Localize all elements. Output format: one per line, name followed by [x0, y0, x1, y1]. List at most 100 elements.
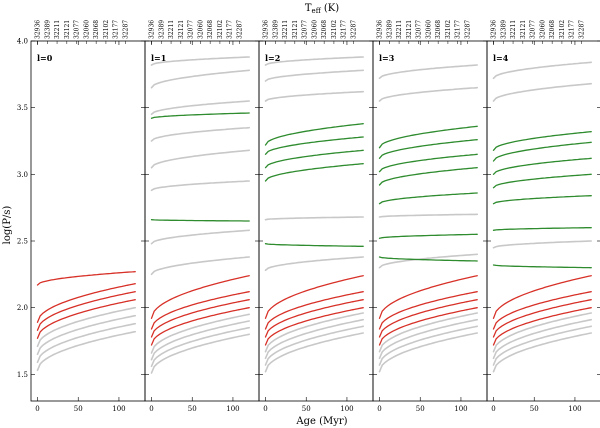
teff-label: 32211	[168, 20, 175, 39]
y-tick-label: 3.5	[17, 104, 28, 112]
red-track-1	[492, 299, 592, 338]
x-tick-label: 0	[377, 405, 381, 413]
teff-label: 32211	[396, 20, 403, 39]
green-track-0	[150, 219, 250, 222]
red-track-3	[36, 271, 136, 286]
teff-label: 32177	[341, 20, 348, 39]
gray-track-6	[150, 180, 250, 192]
gray-track-5	[264, 216, 364, 221]
green-track-2	[264, 149, 364, 169]
green-track-2	[492, 195, 592, 205]
teff-label: 32077	[416, 20, 423, 39]
teff-label: 32077	[530, 20, 537, 39]
gray-track-3	[36, 306, 136, 348]
teff-label: 32389	[158, 20, 165, 39]
panel-label: l=4	[493, 53, 509, 63]
x-axis-title: Age (Myr)	[295, 416, 347, 427]
gray-track-2	[492, 318, 592, 360]
green-track-6	[492, 131, 592, 151]
red-track-2	[150, 291, 250, 330]
top-axis-title: Teff (K)	[305, 3, 339, 15]
teff-label: 32936	[263, 20, 270, 39]
gray-track-7	[378, 64, 478, 80]
x-tick-label: 0	[35, 405, 39, 413]
teff-label: 32060	[425, 20, 432, 39]
x-tick-label: 50	[74, 405, 83, 413]
x-tick-label: 100	[226, 405, 239, 413]
x-tick-label: 0	[491, 405, 495, 413]
green-track-2	[378, 192, 478, 205]
y-tick-label: 2.5	[17, 238, 28, 246]
green-track-1	[264, 163, 364, 182]
top-axis-title-main: T	[305, 3, 312, 14]
gray-track-7	[150, 149, 250, 169]
gray-track-3	[264, 312, 364, 353]
green-track-5	[378, 139, 478, 159]
gray-track-2	[264, 318, 364, 360]
green-track-4	[264, 123, 364, 146]
panel-frame-4	[486, 40, 600, 402]
teff-label: 32077	[74, 20, 81, 39]
y-tick-label: 3.0	[17, 171, 28, 179]
gray-track-1	[378, 325, 478, 366]
teff-label: 32121	[292, 20, 299, 39]
red-track-1	[36, 291, 136, 331]
teff-label: 32068	[435, 20, 442, 39]
red-track-0	[36, 299, 136, 339]
teff-label: 32068	[207, 20, 214, 39]
teff-label: 32121	[64, 20, 71, 39]
teff-label: 32102	[217, 20, 224, 39]
green-track-6	[378, 125, 478, 149]
gray-track-3	[378, 312, 478, 353]
red-track-0	[492, 307, 592, 346]
x-tick-label: 100	[340, 405, 353, 413]
gray-track-8	[264, 56, 364, 66]
green-track-0	[264, 243, 364, 247]
x-tick-label: 100	[454, 405, 467, 413]
green-track-0	[492, 264, 592, 269]
red-track-3	[492, 275, 592, 319]
gray-track-4	[492, 240, 592, 249]
y-axis-title: log(P/s)	[2, 206, 13, 245]
teff-label: 32068	[321, 20, 328, 39]
red-track-1	[150, 299, 250, 338]
gray-track-8	[150, 126, 250, 142]
panel-4	[492, 61, 592, 373]
gray-track-5	[492, 82, 592, 102]
red-track-0	[150, 307, 250, 346]
red-track-2	[264, 291, 364, 330]
teff-label: 32177	[113, 20, 120, 39]
gray-track-4	[378, 253, 478, 269]
red-track-3	[150, 275, 250, 319]
panel-frame-0	[30, 40, 146, 402]
panel-3	[378, 64, 478, 373]
teff-label: 32389	[386, 20, 393, 39]
gray-track-2	[150, 320, 250, 361]
teff-label: 32936	[491, 20, 498, 39]
green-track-4	[492, 157, 592, 175]
teff-label: 32060	[311, 20, 318, 39]
gray-track-6	[492, 61, 592, 80]
teff-label: 32936	[377, 20, 384, 39]
y-tick-label: 2.0	[17, 304, 28, 312]
x-tick-label: 100	[112, 405, 125, 413]
teff-label: 32177	[455, 20, 462, 39]
teff-label: 32936	[149, 20, 156, 39]
red-track-1	[378, 299, 478, 338]
panel-2	[264, 56, 364, 373]
gray-track-4	[264, 256, 364, 272]
gray-track-1	[492, 325, 592, 366]
green-track-3	[378, 167, 478, 186]
panel-label: l=2	[265, 53, 280, 63]
gray-track-11	[150, 56, 250, 66]
red-track-2	[36, 283, 136, 323]
panel-frame-3	[372, 40, 488, 402]
teff-label: 32121	[520, 20, 527, 39]
x-tick-label: 0	[149, 405, 153, 413]
gray-track-1	[36, 322, 136, 364]
y-tick-label: 1.5	[17, 371, 28, 379]
teff-label: 32936	[35, 20, 42, 39]
x-tick-label: 50	[188, 405, 197, 413]
teff-label: 32060	[197, 20, 204, 39]
teff-label: 32211	[510, 20, 517, 39]
